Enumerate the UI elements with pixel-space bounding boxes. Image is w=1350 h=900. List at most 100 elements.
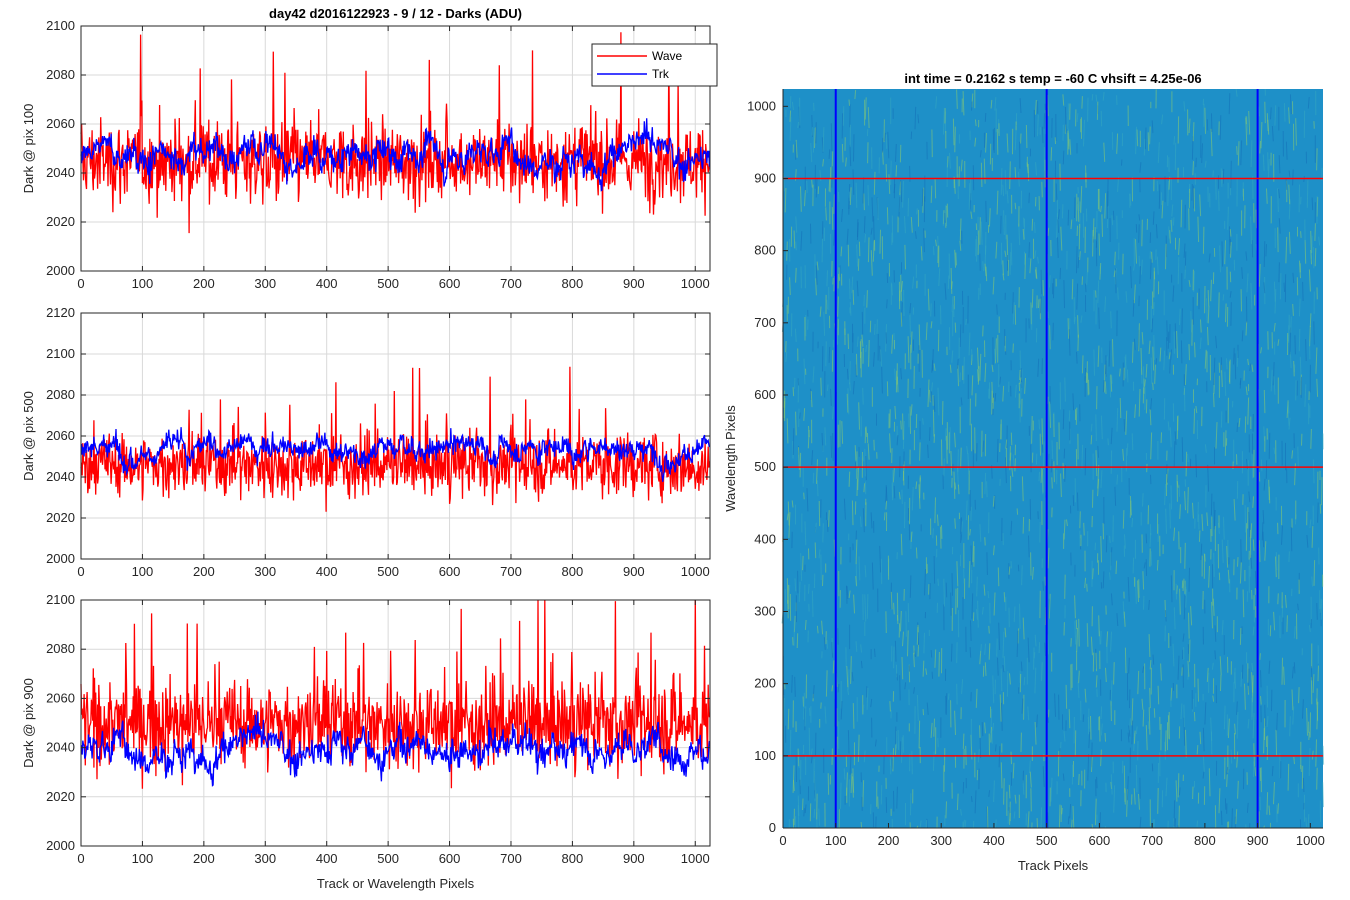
heatmap-streak [1241,267,1243,279]
heatmap-streak [1076,283,1079,310]
heatmap-streak [861,334,864,347]
heatmap-streak [1309,519,1312,529]
heatmap-streak [890,591,893,610]
heatmap-streak [1174,818,1177,827]
heatmap-streak [788,584,791,597]
heatmap-streak [1107,438,1109,446]
heatmap-streak [1148,340,1151,355]
heatmap-streak [993,545,995,556]
heatmap-streak [989,208,991,227]
heatmap-streak [974,137,977,147]
heatmap-streak [1156,559,1159,571]
heatmap-streak [963,819,965,829]
y-tick-label: 100 [754,748,776,763]
heatmap-streak [1206,512,1209,527]
heatmap-streak [825,207,827,221]
heatmap-streak [1206,667,1209,683]
heatmap-streak [1226,766,1229,775]
heatmap-streak [1183,101,1186,112]
heatmap-streak [846,393,849,413]
x-tick-label: 200 [193,276,215,291]
heatmap-streak [873,171,876,195]
heatmap-streak [1074,197,1076,219]
heatmap-streak [808,727,811,756]
heatmap-streak [1031,452,1034,463]
heatmap-streak [1316,148,1318,171]
heatmap-streak [1292,303,1294,316]
y-tick-label: 0 [769,820,776,835]
heatmap-streak [1132,557,1135,574]
heatmap-streak [1028,535,1030,558]
heatmap-streak [853,594,855,614]
heatmap-streak [951,350,954,363]
heatmap-streak [1113,270,1116,278]
heatmap-streak [1308,731,1310,741]
heatmap-streak [838,267,841,281]
heatmap-streak [1231,808,1233,829]
heatmap-streak [787,708,790,730]
heatmap-streak [1027,811,1030,829]
heatmap-streak [1244,683,1246,710]
heatmap-streak [1057,237,1059,259]
heatmap-streak [1072,393,1075,411]
heatmap-streak [1034,250,1037,258]
heatmap-streak [796,633,799,649]
heatmap-streak [860,339,862,359]
heatmap-streak [1275,729,1278,757]
heatmap-streak [1012,292,1014,314]
heatmap-streak [1116,407,1119,432]
heatmap-streak [1267,159,1270,179]
heatmap-streak [1012,343,1014,353]
heatmap-streak [1003,656,1006,672]
heatmap-streak [816,261,819,271]
heatmap-streak [862,454,865,462]
y-tick-label: 2040 [46,469,75,484]
heatmap-streak [1246,273,1249,293]
heatmap-streak [1031,415,1033,444]
y-tick-label: 900 [754,170,776,185]
heatmap-streak [1101,214,1103,237]
heatmap-streak [1125,291,1128,303]
heatmap-streak [1155,224,1158,239]
heatmap-streak [1084,283,1087,293]
line-chart-3: 0 100 200 300 400 500 600 700 800 900 1000 2000 2020… [21,592,711,891]
heatmap-streak [1040,807,1043,829]
heatmap-streak [826,299,828,310]
heatmap-streak [862,508,865,533]
heatmap-streak [1201,514,1204,531]
heatmap-streak [976,609,978,620]
heatmap-streak [971,349,973,361]
heatmap-streak [1228,758,1230,770]
x-tick-label: 500 [377,564,399,579]
heatmap-streak [811,590,814,617]
heatmap-streak [1213,357,1216,386]
heatmap-streak [1092,229,1094,257]
heatmap-streak [793,780,795,792]
heatmap-streak [806,488,809,512]
heatmap-streak [1020,661,1023,672]
heatmap-streak [926,702,929,715]
heatmap-streak [963,356,965,384]
heatmap-streak [1292,169,1294,186]
heatmap-streak [1245,251,1248,261]
heatmap-streak [1164,730,1167,752]
heatmap-streak [831,166,833,188]
heatmap-streak [938,651,940,677]
heatmap-streak [864,233,867,243]
heatmap-streak [825,670,828,697]
heatmap-streak [814,127,816,149]
heatmap-streak [1210,128,1213,157]
heatmap-streak [853,134,855,162]
y-tick-label: 2100 [46,346,75,361]
heatmap-streak [1184,364,1187,386]
heatmap-streak [1174,431,1177,445]
heatmap-streak [1213,393,1215,408]
heatmap-streak [789,729,792,758]
heatmap-streak [1204,702,1207,725]
heatmap-streak [1197,216,1200,243]
heatmap-streak [852,289,855,305]
heatmap-streak [1069,139,1072,155]
heatmap-streak [1019,603,1021,629]
heatmap-streak [985,266,988,282]
heatmap-streak [1138,214,1141,221]
